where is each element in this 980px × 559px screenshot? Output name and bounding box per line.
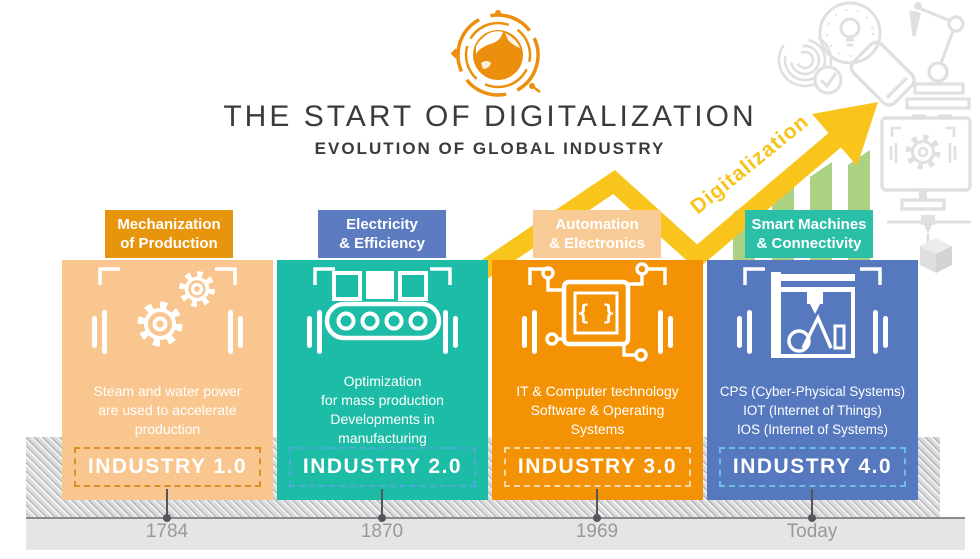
stage4-year: Today	[786, 521, 838, 542]
monitor-gear-icon	[880, 116, 972, 211]
svg-text:{ }: { }	[577, 301, 615, 325]
check-circle-icon	[813, 65, 843, 95]
microchip-icon: { }	[522, 262, 673, 362]
stage3-year: 1969	[575, 521, 619, 542]
stage2-year: 1870	[360, 521, 404, 542]
globe-orange-icon	[450, 10, 541, 97]
print-nozzle-icon	[887, 215, 971, 243]
page-subtitle: EVOLUTION OF GLOBAL INDUSTRY	[314, 139, 666, 158]
stage1-card: Steam and water power are used to accele…	[62, 260, 273, 500]
printer-3d-icon	[737, 267, 888, 358]
timeline-connector	[381, 489, 383, 517]
stage2-header: Electricity & Efficiency	[318, 210, 446, 258]
timeline-connector	[811, 489, 813, 517]
stage2-label: INDUSTRY 2.0	[289, 447, 476, 487]
stage4-card: CPS (Cyber-Physical Systems) IOT (Intern…	[707, 260, 918, 500]
gears-icon	[92, 267, 243, 354]
timeline-year-band	[26, 519, 965, 550]
lightbulb-icon	[818, 1, 882, 65]
conveyor-belt-icon	[307, 267, 458, 354]
timeline-dot	[808, 514, 816, 522]
timeline-axis-line	[26, 517, 965, 519]
stage1-description: Steam and water power are used to accele…	[93, 382, 242, 437]
timeline-dot	[593, 514, 601, 522]
stage2-card: Optimization for mass production Develop…	[277, 260, 488, 500]
stage2-description: Optimization for mass production Develop…	[321, 373, 444, 446]
stage3-label: INDUSTRY 3.0	[504, 447, 691, 487]
timeline-connector	[596, 489, 598, 517]
stage4-label: INDUSTRY 4.0	[719, 447, 906, 487]
cube-icon	[920, 238, 952, 273]
sketch-icons-cluster	[777, 1, 972, 273]
stage1-header: Mechanization of Production	[105, 210, 233, 258]
timeline-dot	[378, 514, 386, 522]
timeline-dot	[163, 514, 171, 522]
page-title: THE START OF DIGITALIZATION	[223, 100, 757, 133]
stage4-header: Smart Machines & Connectivity	[745, 210, 873, 258]
stage3-header: Automation & Electronics	[533, 210, 661, 258]
timeline-connector	[166, 489, 168, 517]
stage3-description: IT & Computer technology Software & Oper…	[516, 382, 679, 437]
stage1-year: 1784	[145, 521, 189, 542]
stage3-card: { } IT & Computer technology Software & …	[492, 260, 703, 500]
stage1-label: INDUSTRY 1.0	[74, 447, 261, 487]
robot-arm-icon	[905, 2, 971, 118]
tablet-icon	[849, 40, 916, 107]
stage4-description: CPS (Cyber-Physical Systems) IOT (Intern…	[719, 383, 906, 437]
